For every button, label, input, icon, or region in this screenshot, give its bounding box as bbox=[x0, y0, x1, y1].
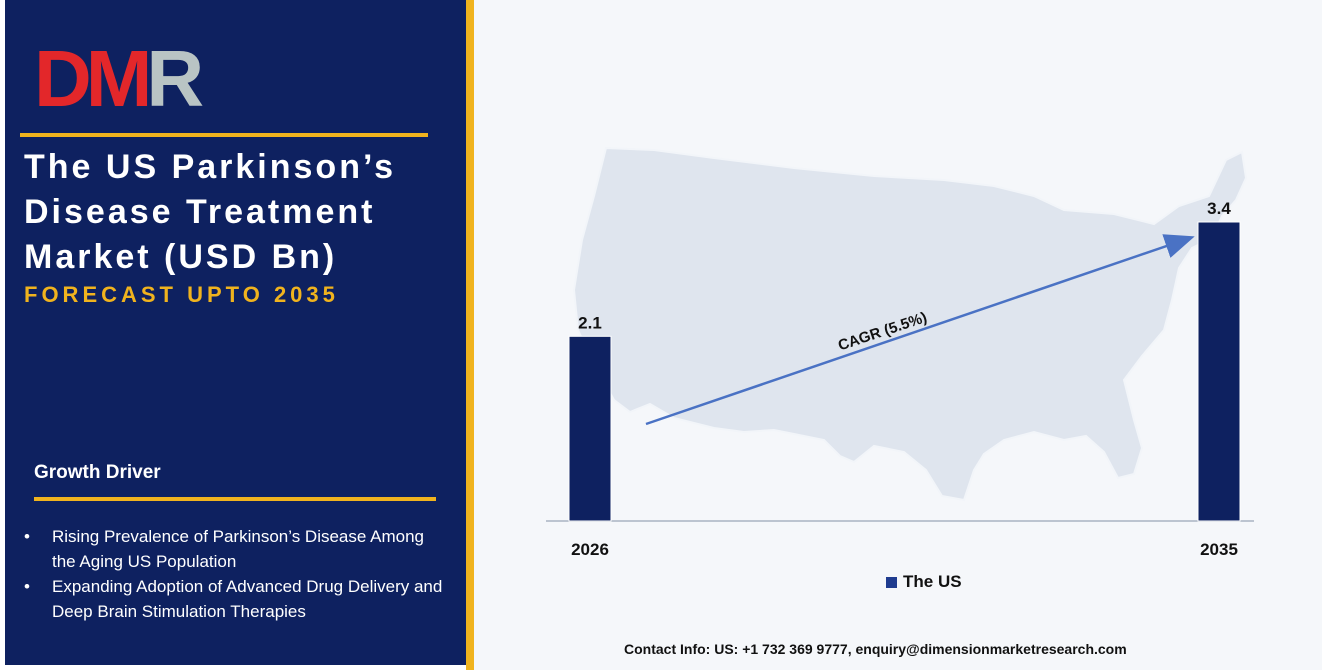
chart-area: CAGR (5.5%) 2.1 2026 3.4 2035 The US bbox=[474, 0, 1322, 670]
growth-driver-list: • Rising Prevalence of Parkinson’s Disea… bbox=[24, 524, 444, 624]
title-rule bbox=[20, 133, 428, 137]
data-label-2035: 3.4 bbox=[1207, 199, 1231, 218]
page-title: The US Parkinson’s Disease Treatment Mar… bbox=[24, 148, 397, 276]
growth-driver-text: Expanding Adoption of Advanced Drug Deli… bbox=[52, 577, 443, 621]
gold-divider bbox=[466, 0, 474, 670]
growth-driver-item: • Expanding Adoption of Advanced Drug De… bbox=[24, 574, 444, 624]
logo-letter-m: M bbox=[85, 34, 153, 123]
bullet-icon: • bbox=[24, 577, 30, 596]
chart-legend: The US bbox=[886, 572, 962, 592]
logo-letter-d: D bbox=[34, 34, 92, 123]
bar-group: 2.1 2026 3.4 2035 bbox=[568, 199, 1241, 559]
legend-label: The US bbox=[903, 572, 962, 591]
left-panel: DMR The US Parkinson’s Disease Treatment… bbox=[0, 0, 474, 670]
us-outline bbox=[572, 146, 1248, 502]
us-map-background bbox=[572, 146, 1248, 502]
growth-driver-text: Rising Prevalence of Parkinson’s Disease… bbox=[52, 527, 424, 571]
page-subtitle: FORECAST UPTO 2035 bbox=[24, 282, 339, 307]
growth-driver-item: • Rising Prevalence of Parkinson’s Disea… bbox=[24, 524, 444, 574]
x-tick-label-2035: 2035 bbox=[1200, 540, 1238, 559]
dmr-logo: DMR bbox=[34, 38, 244, 120]
contact-info: Contact Info: US: +1 732 369 9777, enqui… bbox=[624, 641, 1127, 657]
bar-2026 bbox=[568, 335, 612, 522]
title-panel bbox=[5, 0, 466, 665]
logo-letter-r: R bbox=[146, 34, 204, 123]
legend-swatch-icon bbox=[886, 576, 897, 588]
bullet-icon: • bbox=[24, 527, 30, 546]
growth-driver-heading: Growth Driver bbox=[34, 462, 161, 483]
data-label-2026: 2.1 bbox=[578, 313, 602, 332]
bar-2035 bbox=[1197, 221, 1241, 522]
cagr-arrow bbox=[645, 234, 1195, 426]
growth-driver-rule bbox=[34, 497, 436, 501]
x-tick-label-2026: 2026 bbox=[571, 540, 609, 559]
